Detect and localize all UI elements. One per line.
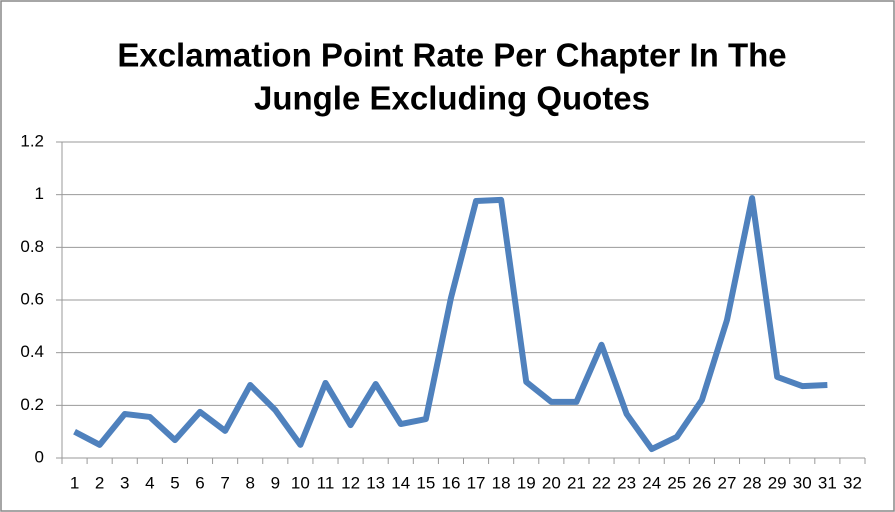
- x-tick-label: 7: [220, 473, 229, 492]
- chart-title: Jungle Excluding Quotes: [254, 80, 650, 117]
- x-tick-label: 15: [416, 473, 435, 492]
- x-tick-label: 24: [642, 473, 661, 492]
- x-tick-label: 13: [366, 473, 385, 492]
- x-tick-label: 29: [768, 473, 787, 492]
- x-tick-label: 10: [291, 473, 310, 492]
- x-tick-label: 9: [271, 473, 280, 492]
- data-line: [73, 195, 828, 453]
- x-tick-label: 19: [517, 473, 536, 492]
- x-tick-label: 12: [341, 473, 360, 492]
- x-tick-label: 22: [592, 473, 611, 492]
- x-tick-label: 11: [317, 473, 335, 492]
- x-tick-label: 1: [70, 473, 79, 492]
- x-tick-label: 18: [492, 473, 511, 492]
- x-tick-label: 6: [195, 473, 204, 492]
- y-tick-label: 1.2: [20, 131, 44, 150]
- x-tick-label: 14: [391, 473, 410, 492]
- y-tick-label: 0.2: [20, 395, 44, 414]
- y-tick-label: 0.4: [20, 342, 44, 361]
- y-tick-label: 0.6: [20, 289, 44, 308]
- x-tick-label: 4: [145, 473, 154, 492]
- x-tick-label: 30: [793, 473, 812, 492]
- x-tick-label: 21: [567, 473, 586, 492]
- x-tick-label: 27: [718, 473, 737, 492]
- x-tick-label: 20: [542, 473, 561, 492]
- x-tick-label: 32: [843, 473, 862, 492]
- x-tick-label: 31: [818, 473, 837, 492]
- x-tick-label: 23: [617, 473, 636, 492]
- x-tick-label: 8: [245, 473, 254, 492]
- x-tick-label: 25: [667, 473, 686, 492]
- x-tick-label: 28: [743, 473, 762, 492]
- x-tick-label: 16: [441, 473, 460, 492]
- y-tick-label: 0.8: [20, 237, 44, 256]
- x-tick-label: 2: [95, 473, 104, 492]
- x-tick-label: 17: [467, 473, 486, 492]
- y-tick-label: 1: [35, 184, 44, 203]
- y-tick-label: 0: [35, 447, 44, 466]
- x-tick-label: 3: [120, 473, 129, 492]
- x-tick-label: 5: [170, 473, 179, 492]
- x-tick-label: 26: [692, 473, 711, 492]
- chart-title: Exclamation Point Rate Per Chapter In Th…: [117, 37, 786, 74]
